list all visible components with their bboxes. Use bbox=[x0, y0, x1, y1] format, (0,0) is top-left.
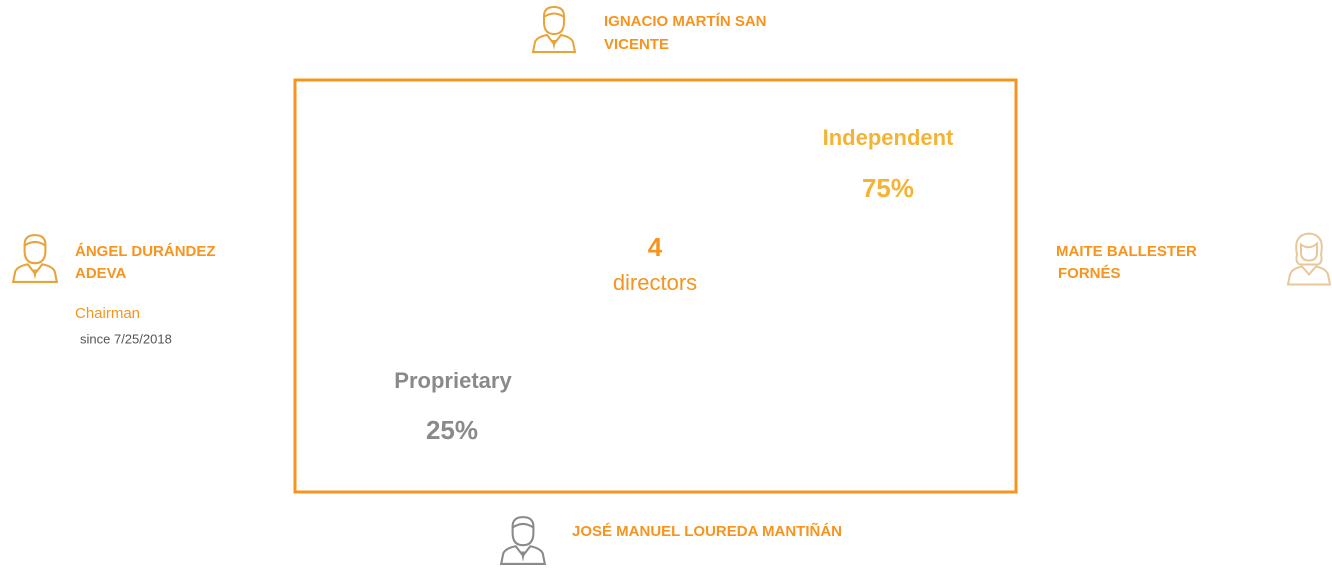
director-icon bbox=[500, 516, 546, 565]
director-role: Chairman bbox=[75, 305, 140, 322]
group-name: Independent bbox=[823, 125, 954, 150]
board-frame bbox=[293, 78, 1018, 494]
director-name: FORNÉS bbox=[1058, 265, 1121, 282]
director-count: 4 bbox=[648, 232, 663, 262]
director-name: ÁNGEL DURÁNDEZ bbox=[75, 243, 216, 260]
director-name: JOSÉ MANUEL LOUREDA MANTIÑÁN bbox=[572, 522, 842, 540]
director-icon bbox=[1286, 232, 1332, 286]
director-name: ADEVA bbox=[75, 265, 127, 282]
director-icon bbox=[12, 234, 58, 283]
group-name: Proprietary bbox=[394, 368, 512, 393]
director-name: MAITE BALLESTER bbox=[1056, 243, 1197, 260]
group-share: 75% bbox=[862, 173, 914, 203]
director-icon bbox=[531, 5, 577, 54]
director-name: IGNACIO MARTÍN SAN bbox=[604, 13, 767, 30]
group-share: 25% bbox=[426, 415, 478, 445]
director-name: VICENTE bbox=[604, 36, 669, 53]
director-count-label: directors bbox=[613, 270, 697, 295]
director-since: since 7/25/2018 bbox=[80, 331, 172, 346]
